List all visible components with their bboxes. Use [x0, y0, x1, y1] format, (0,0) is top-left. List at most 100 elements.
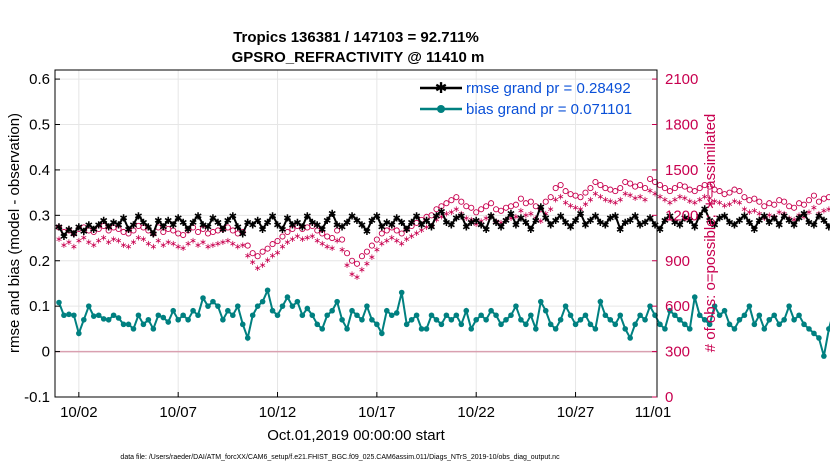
rmse-point: ✱	[551, 216, 559, 227]
rmse-point: ✱	[378, 223, 386, 234]
obs-possible-point	[532, 203, 539, 210]
bias-point	[225, 307, 231, 314]
bias-point	[582, 312, 589, 319]
rmse-point: ✱	[815, 211, 823, 222]
rmse-point: ✱	[328, 209, 336, 220]
bias-point	[81, 316, 87, 323]
obs-assimilated-point: ∗	[105, 238, 113, 248]
obs-assimilated-point: ∗	[110, 235, 118, 245]
obs-possible-point	[274, 238, 281, 245]
bias-point	[349, 307, 355, 314]
obs-assimilated-point: ∗	[254, 264, 262, 274]
rmse-point: ✱	[601, 220, 609, 231]
obs-assimilated-point: ∗	[467, 215, 475, 225]
obs-assimilated-point: ∗	[179, 244, 187, 254]
rmse-point: ✱	[700, 205, 708, 216]
bias-point	[736, 316, 743, 323]
obs-assimilated-point: ∗	[820, 206, 828, 216]
bias-point	[478, 312, 484, 319]
obs-possible-point	[656, 182, 664, 189]
rmse-point: ✱	[99, 216, 107, 227]
obs-assimilated-point: ∗	[522, 211, 530, 221]
obs-assimilated-point: ∗	[602, 196, 610, 206]
rmse-point: ✱	[90, 225, 98, 236]
bias-point	[56, 299, 62, 306]
rmse-point: ✱	[338, 223, 346, 234]
obs-assimilated-point: ∗	[214, 240, 222, 250]
rmse-point: ✱	[288, 220, 296, 231]
obs-possible-point	[353, 260, 361, 267]
obs-assimilated-point: ∗	[125, 243, 133, 253]
obs-possible-point	[552, 185, 559, 192]
obs-possible-point	[329, 234, 336, 242]
bias-point	[115, 315, 122, 321]
bias-point	[667, 307, 673, 314]
rmse-point: ✱	[129, 220, 137, 231]
bias-point	[493, 312, 499, 319]
x-tick-label: 11/01	[635, 404, 671, 421]
obs-assimilated-point: ∗	[174, 243, 182, 253]
rmse-point: ✱	[656, 225, 664, 236]
obs-assimilated-point: ∗	[145, 240, 153, 250]
obs-possible-point	[786, 203, 793, 210]
obs-possible-point	[393, 227, 400, 234]
obs-possible-point	[766, 200, 773, 207]
rmse-point: ✱	[119, 214, 127, 225]
bias-point	[677, 316, 683, 323]
rmse-point: ✱	[616, 225, 624, 236]
obs-possible-point	[731, 186, 738, 193]
obs-possible-point	[488, 200, 495, 207]
bias-point	[120, 321, 127, 328]
rmse-point: ✱	[467, 218, 475, 229]
bias-point	[761, 326, 768, 332]
obs-assimilated-point: ∗	[651, 190, 659, 200]
obs-assimilated-point: ∗	[582, 200, 590, 210]
bias-point	[339, 316, 345, 323]
obs-possible-point	[468, 204, 475, 211]
plot-frame	[54, 69, 658, 398]
rmse-point: ✱	[482, 225, 490, 236]
obs-assimilated-point: ∗	[249, 258, 257, 268]
rmse-point: ✱	[234, 223, 242, 234]
obs-possible-point	[478, 206, 485, 213]
bias-point	[552, 326, 559, 332]
obs-assimilated-point: ∗	[696, 196, 704, 206]
bias-point	[234, 303, 241, 309]
obs-possible-point	[642, 185, 649, 192]
bias-point	[71, 312, 77, 319]
rmse-point: ✱	[229, 211, 237, 222]
bias-point	[230, 312, 236, 319]
rmse-point: ✱	[626, 216, 634, 227]
rmse-point: ✱	[596, 218, 604, 229]
obs-assimilated-point: ∗	[557, 193, 565, 203]
rmse-point: ✱	[278, 225, 286, 236]
obs-possible-point	[820, 195, 827, 202]
obs-possible-point	[756, 198, 763, 205]
rmse-line	[58, 203, 830, 238]
obs-assimilated-point: ∗	[612, 199, 620, 209]
obs-assimilated-point: ∗	[810, 203, 818, 213]
obs-possible-point	[448, 197, 455, 204]
bias-point	[696, 312, 703, 319]
obs-possible-point	[810, 192, 818, 199]
obs-possible-point	[612, 188, 619, 195]
bias-point	[135, 312, 142, 319]
rmse-point: ✱	[80, 227, 88, 238]
rmse-point: ✱	[532, 216, 540, 227]
bias-point	[562, 303, 569, 309]
obs-possible-point	[194, 228, 202, 236]
obs-assimilated-point: ∗	[234, 243, 242, 253]
rmse-point: ✱	[159, 223, 167, 234]
rmse-point: ✱	[169, 220, 177, 231]
obs-assimilated-point: ∗	[482, 214, 490, 224]
bias-point	[140, 321, 147, 328]
obs-assimilated-point: ∗	[130, 238, 138, 248]
bias-series	[56, 287, 830, 359]
rmse-point: ✱	[248, 220, 256, 231]
rmse-point: ✱	[109, 218, 117, 229]
obs-assimilated-point: ∗	[656, 193, 664, 203]
obs-possible-point	[125, 230, 132, 237]
legend-rmse-label: rmse grand pr = 0.28492	[466, 80, 631, 97]
rmse-point: ✱	[636, 220, 644, 231]
bias-point	[324, 312, 330, 319]
